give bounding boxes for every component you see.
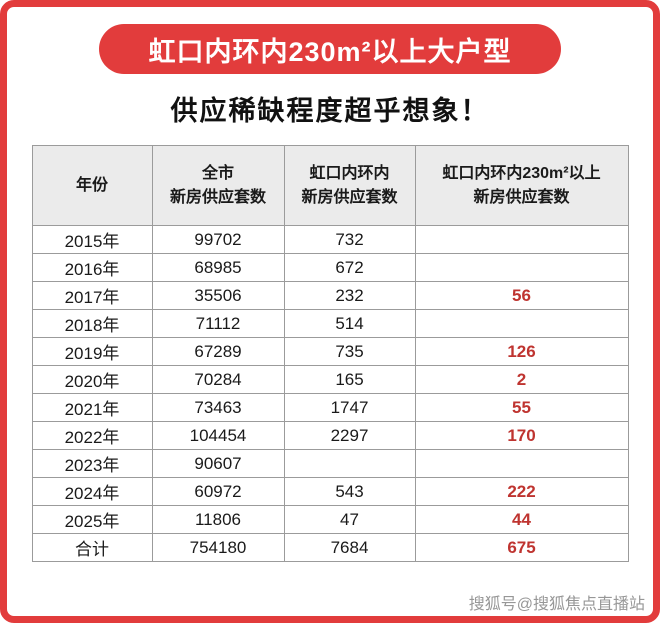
col-header-year: 年份 [31,145,153,226]
table-row: 2021年 73463 1747 55 [31,393,629,422]
cell-year: 2018年 [31,309,153,338]
cell-citywide: 11806 [151,505,285,534]
cell-inner-ring: 732 [283,225,416,254]
cell-citywide: 70284 [151,365,285,394]
cell-citywide: 99702 [151,225,285,254]
header-line: 新房供应套数 [473,188,570,206]
cell-citywide: 35506 [151,281,285,310]
header-line: 新房供应套数 [169,188,266,206]
cell-year: 2022年 [31,421,153,450]
cell-inner-ring: 165 [283,365,416,394]
cell-inner-ring: 543 [283,477,416,506]
cell-citywide: 67289 [151,337,285,366]
cell-citywide: 60972 [151,477,285,506]
col-header-inner-ring: 虹口内环内 新房供应套数 [283,145,416,226]
cell-year: 2023年 [31,449,153,478]
cell-total-label: 合计 [31,533,153,562]
table-row: 2025年 11806 47 44 [31,505,629,534]
cell-total-citywide: 754180 [151,533,285,562]
header-line: 全市 [201,164,234,182]
cell-inner-ring: 2297 [283,421,416,450]
cell-year: 2020年 [31,365,153,394]
cell-year: 2016年 [31,253,153,282]
cell-large-units [414,253,629,282]
cell-large-units: 170 [414,421,629,450]
cell-total-large-units: 675 [414,533,629,562]
cell-citywide: 104454 [151,421,285,450]
table-row: 2019年 67289 735 126 [31,337,629,366]
cell-large-units: 222 [414,477,629,506]
col-header-citywide: 全市 新房供应套数 [151,145,285,226]
cell-year: 2017年 [31,281,153,310]
watermark: 搜狐号@搜狐焦点直播站 [468,596,645,613]
cell-citywide: 90607 [151,449,285,478]
cell-year: 2021年 [31,393,153,422]
cell-large-units: 126 [414,337,629,366]
cell-large-units: 2 [414,365,629,394]
cell-large-units [414,449,629,478]
header-line: 新房供应套数 [301,188,398,206]
table-row: 2018年 71112 514 [31,309,629,338]
cell-year: 2019年 [31,337,153,366]
cell-large-units: 56 [414,281,629,310]
col-header-large-units: 虹口内环内230m²以上 新房供应套数 [414,145,629,226]
table-row: 2022年 104454 2297 170 [31,421,629,450]
table-row: 2017年 35506 232 56 [31,281,629,310]
banner-title: 虹口内环内230m²以上大户型 [148,36,512,67]
cell-large-units: 55 [414,393,629,422]
cell-inner-ring [283,449,416,478]
cell-year: 2015年 [31,225,153,254]
cell-citywide: 68985 [151,253,285,282]
table-row: 2024年 60972 543 222 [31,477,629,506]
header-row: 年份 全市 新房供应套数 虹口内环内 新房供应套数 虹口内环内230m²以上 新… [31,145,629,226]
cell-citywide: 71112 [151,309,285,338]
cell-year: 2025年 [31,505,153,534]
table-row-total: 合计 754180 7684 675 [31,533,629,562]
cell-large-units [414,225,629,254]
supply-table: 年份 全市 新房供应套数 虹口内环内 新房供应套数 虹口内环内230m²以上 新… [31,145,629,562]
table-row: 2015年 99702 732 [31,225,629,254]
cell-year: 2024年 [31,477,153,506]
cell-large-units [414,309,629,338]
title-banner: 虹口内环内230m²以上大户型 [99,24,561,74]
cell-inner-ring: 672 [283,253,416,282]
cell-inner-ring: 514 [283,309,416,338]
cell-inner-ring: 47 [283,505,416,534]
cell-total-inner-ring: 7684 [283,533,416,562]
table-row: 2016年 68985 672 [31,253,629,282]
cell-inner-ring: 735 [283,337,416,366]
table-row: 2020年 70284 165 2 [31,365,629,394]
cell-large-units: 44 [414,505,629,534]
cell-inner-ring: 1747 [283,393,416,422]
cell-citywide: 73463 [151,393,285,422]
subtitle: 供应稀缺程度超乎想象！ [170,96,490,126]
cell-inner-ring: 232 [283,281,416,310]
header-line: 年份 [75,176,108,194]
header-line: 虹口内环内230m²以上 [442,164,601,182]
header-line: 虹口内环内 [309,164,390,182]
table-row: 2023年 90607 [31,449,629,478]
